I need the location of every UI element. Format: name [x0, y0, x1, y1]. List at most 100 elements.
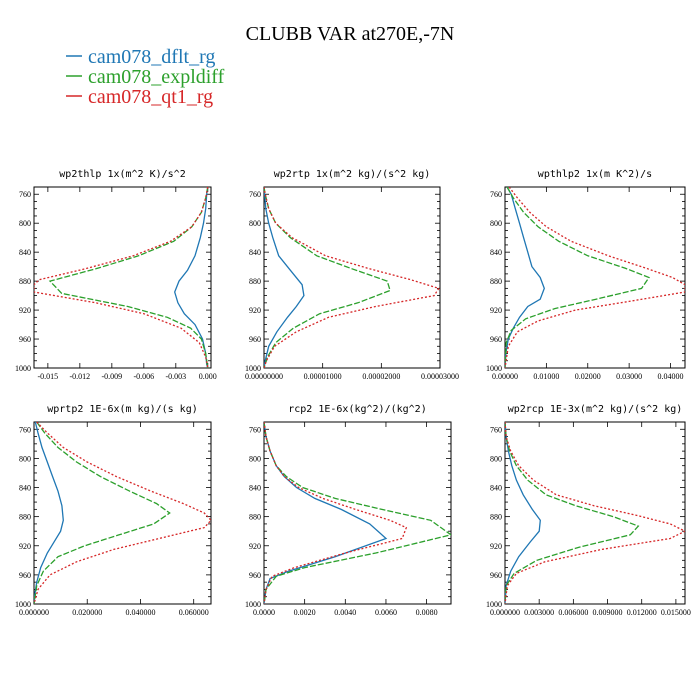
y-tick-label: 960: [490, 335, 502, 344]
y-tick-label: 880: [490, 513, 502, 522]
panel-title: wprtp2 1E-6x(m kg)/(s kg): [47, 404, 198, 415]
x-tick-label: 0.000000: [19, 608, 49, 617]
series-line-3: [264, 187, 440, 368]
x-tick-label: 0.00000000: [245, 372, 283, 381]
series-line-2: [48, 187, 209, 368]
x-tick-label: 0.0040: [334, 608, 356, 617]
x-tick-label: -0.006: [133, 372, 154, 381]
x-tick-label: 0.0020: [294, 608, 316, 617]
y-tick-label: 800: [249, 219, 261, 228]
y-tick-label: 920: [249, 306, 261, 315]
y-tick-label: 920: [490, 542, 502, 551]
legend: cam078_dflt_rg cam078_expldiff cam078_qt…: [66, 46, 225, 108]
y-tick-label: 760: [19, 425, 31, 434]
x-tick-label: 0.01000: [533, 372, 559, 381]
y-tick-label: 960: [19, 571, 31, 580]
plot-frame: [33, 421, 212, 605]
y-tick-label: 800: [249, 454, 261, 463]
y-tick-label: 840: [19, 248, 31, 257]
legend-label-expldiff: cam078_expldiff: [88, 66, 225, 88]
series-line-1: [34, 422, 64, 604]
panel-title: wp2rtp 1x(m^2 kg)/(s^2 kg): [274, 169, 431, 180]
x-tick-label: 0.006000: [558, 608, 588, 617]
x-tick-label: 0.000: [199, 372, 217, 381]
figure-title: CLUBB VAR at270E,-7N: [246, 23, 455, 45]
y-tick-label: 880: [249, 513, 261, 522]
series-line-2: [505, 187, 650, 368]
y-tick-label: 880: [19, 277, 31, 286]
series-line-2: [264, 422, 451, 604]
y-tick-label: 1000: [15, 364, 31, 373]
series-line-3: [505, 187, 685, 368]
series-line-2: [264, 187, 391, 368]
x-tick-label: 0.0000: [253, 608, 275, 617]
y-tick-label: 960: [490, 571, 502, 580]
x-tick-label: 0.040000: [125, 608, 155, 617]
plot-frame: [263, 421, 452, 605]
series-line-3: [505, 422, 685, 604]
panel-title: wpthlp2 1x(m K^2)/s: [538, 169, 652, 180]
y-tick-label: 1000: [486, 600, 502, 609]
x-tick-label: -0.009: [102, 372, 123, 381]
y-tick-label: 920: [19, 306, 31, 315]
y-tick-label: 920: [19, 542, 31, 551]
y-tick-label: 1000: [486, 364, 502, 373]
y-tick-label: 760: [490, 190, 502, 199]
panel-5: rcp2 1E-6x(kg^2)/(kg^2) 760 800 840 880 920 96…: [245, 404, 452, 617]
panel-title: rcp2 1E-6x(kg^2)/(kg^2): [288, 404, 426, 415]
panel-2: wp2rtp 1x(m^2 kg)/(s^2 kg) 760 800 840 880 92…: [245, 169, 459, 381]
series-line-2: [34, 422, 171, 604]
panel-3: wpthlp2 1x(m K^2)/s 760 800 840 880 920 960 100…: [486, 169, 686, 381]
panel-title: wp2rcp 1E-3x(m^2 kg)/(s^2 kg): [508, 404, 683, 415]
y-tick-label: 840: [249, 248, 261, 257]
x-tick-label: 0.00001000: [304, 372, 342, 381]
x-tick-label: 0.04000: [658, 372, 684, 381]
x-tick-label: 0.0060: [375, 608, 397, 617]
y-tick-label: 1000: [15, 600, 31, 609]
x-tick-label: 0.020000: [72, 608, 102, 617]
y-tick-label: 880: [249, 277, 261, 286]
series-line-2: [505, 422, 640, 604]
plot-frame: [263, 186, 441, 369]
panel-4: wprtp2 1E-6x(m kg)/(s kg) 760 800 840 880 920…: [15, 404, 212, 617]
x-tick-label: 0.015000: [661, 608, 691, 617]
x-tick-label: 0.009000: [593, 608, 623, 617]
x-tick-label: 0.012000: [627, 608, 657, 617]
y-tick-label: 840: [490, 484, 502, 493]
y-tick-label: 920: [490, 306, 502, 315]
x-tick-label: 0.060000: [179, 608, 209, 617]
x-tick-label: 0.02000: [575, 372, 601, 381]
y-tick-label: 840: [19, 484, 31, 493]
series-line-1: [505, 187, 545, 368]
series-line-3: [34, 422, 211, 604]
y-tick-label: 880: [19, 513, 31, 522]
y-tick-label: 800: [490, 219, 502, 228]
y-tick-label: 800: [19, 454, 31, 463]
x-tick-label: 0.0080: [416, 608, 438, 617]
series-line-1: [174, 187, 209, 368]
y-tick-label: 760: [249, 190, 261, 199]
y-tick-label: 840: [249, 484, 261, 493]
panels: wp2thlp 1x(m^2 K)/s^2 760 800 840 880 920 960 1…: [15, 169, 691, 617]
panel-1: wp2thlp 1x(m^2 K)/s^2 760 800 840 880 920 960 1…: [15, 169, 217, 381]
series-line-1: [505, 422, 541, 604]
x-tick-label: 0.000000: [490, 608, 520, 617]
y-tick-label: 960: [249, 335, 261, 344]
y-tick-label: 1000: [245, 600, 261, 609]
y-tick-label: 1000: [245, 364, 261, 373]
y-tick-label: 800: [490, 454, 502, 463]
y-tick-label: 760: [490, 425, 502, 434]
plot-frame: [33, 186, 212, 369]
y-tick-label: 760: [19, 190, 31, 199]
panel-6: wp2rcp 1E-3x(m^2 kg)/(s^2 kg) 760 800 840 88…: [486, 404, 691, 617]
x-tick-label: -0.003: [165, 372, 186, 381]
panel-title: wp2thlp 1x(m^2 K)/s^2: [59, 169, 185, 180]
series-line-3: [264, 422, 408, 604]
y-tick-label: 760: [249, 425, 261, 434]
x-tick-label: 0.003000: [524, 608, 554, 617]
series-line-1: [264, 422, 388, 604]
y-tick-label: 880: [490, 277, 502, 286]
x-tick-label: 0.00003000: [421, 372, 459, 381]
x-tick-label: -0.015: [38, 372, 59, 381]
